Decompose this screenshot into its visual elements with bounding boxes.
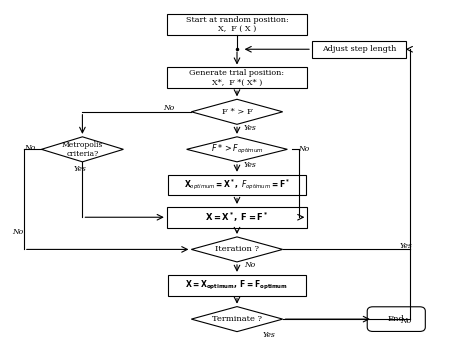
Polygon shape xyxy=(41,137,123,162)
FancyBboxPatch shape xyxy=(312,41,406,58)
Text: Start at random position:
X,  F ( X ): Start at random position: X, F ( X ) xyxy=(186,16,288,33)
FancyBboxPatch shape xyxy=(167,14,307,34)
Text: No: No xyxy=(298,145,310,153)
Polygon shape xyxy=(191,237,283,262)
FancyBboxPatch shape xyxy=(168,175,306,195)
Text: Yes: Yes xyxy=(244,162,257,170)
Text: $\mathbf{X}_{optimum}\mathbf{= X^*, }\;F_{optimum}\mathbf{= F^*}$: $\mathbf{X}_{optimum}\mathbf{= X^*, }\;F… xyxy=(184,178,290,192)
Text: Generate trial position:
X*,  F *( X* ): Generate trial position: X*, F *( X* ) xyxy=(190,69,284,86)
Text: $F* > F_{optimum}$: $F* > F_{optimum}$ xyxy=(210,143,264,156)
Text: No: No xyxy=(24,143,36,151)
Text: No: No xyxy=(244,261,255,269)
Text: Iteration ?: Iteration ? xyxy=(215,245,259,253)
Text: Yes: Yes xyxy=(399,242,412,250)
Text: No: No xyxy=(400,317,411,325)
Text: Yes: Yes xyxy=(263,331,275,339)
Text: End: End xyxy=(388,315,405,323)
Text: $\mathbf{X = X_{optimum},\;F = F_{optimum}}$: $\mathbf{X = X_{optimum},\;F = F_{optimu… xyxy=(185,279,289,292)
FancyBboxPatch shape xyxy=(367,307,425,331)
Text: No: No xyxy=(13,228,24,236)
Text: Adjust step length: Adjust step length xyxy=(321,45,396,53)
Polygon shape xyxy=(187,137,287,162)
Polygon shape xyxy=(191,99,283,124)
Text: Yes: Yes xyxy=(244,124,257,132)
Text: Metropolis
criteria?: Metropolis criteria? xyxy=(62,141,103,158)
Text: $\mathbf{X = X^*,\; F = F^*}$: $\mathbf{X = X^*,\; F = F^*}$ xyxy=(205,211,269,224)
Text: Terminate ?: Terminate ? xyxy=(212,315,262,323)
FancyBboxPatch shape xyxy=(167,68,307,88)
FancyBboxPatch shape xyxy=(167,207,307,228)
Text: No: No xyxy=(164,104,175,112)
Polygon shape xyxy=(191,307,283,332)
Text: Yes: Yes xyxy=(73,165,86,173)
FancyBboxPatch shape xyxy=(168,275,306,295)
Text: F * > F: F * > F xyxy=(221,108,253,116)
